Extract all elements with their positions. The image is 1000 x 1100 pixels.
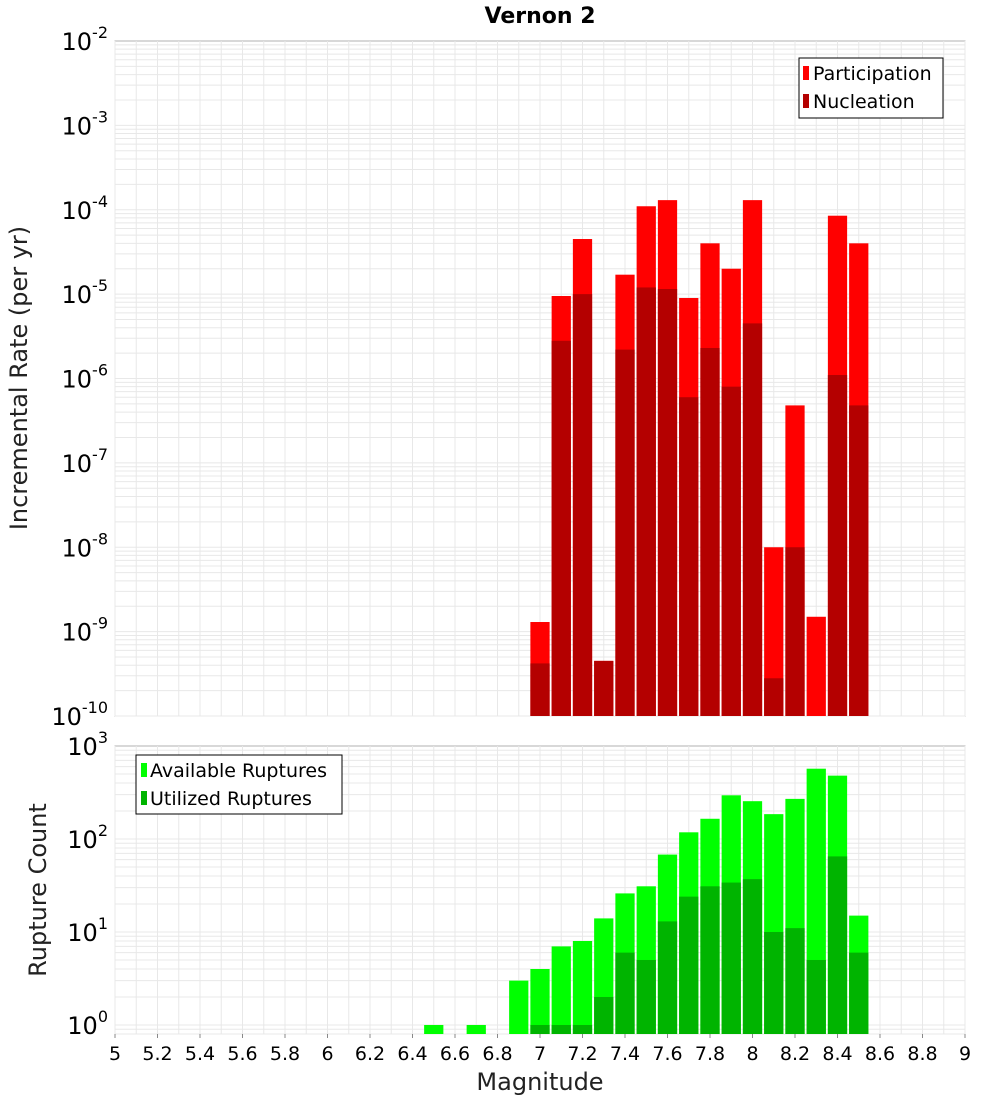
x-tick-label: 7.8 xyxy=(695,1043,725,1065)
rate-bar-participation xyxy=(764,547,784,716)
rate-bar-nucleation xyxy=(551,340,571,716)
y-tick-label: 10-8 xyxy=(62,529,109,562)
x-tick-label: 5 xyxy=(109,1043,121,1065)
x-tick-label: 5.2 xyxy=(142,1043,172,1065)
chart-title: Vernon 2 xyxy=(485,4,596,29)
legend-swatch-available-ruptures xyxy=(141,763,147,777)
x-tick-label: 8.2 xyxy=(780,1043,810,1065)
legend-label-participation: Participation xyxy=(813,63,932,85)
legend-label-available-ruptures: Available Ruptures xyxy=(150,760,327,782)
count-bar-utilized-ruptures xyxy=(827,856,848,1034)
y-tick-label: 103 xyxy=(67,728,108,761)
rate-bar-nucleation xyxy=(764,678,784,716)
count-bar-available-ruptures xyxy=(509,980,529,1034)
bottom-y-axis-title: Rupture Count xyxy=(24,803,52,977)
count-bar-utilized-ruptures xyxy=(785,928,805,1034)
x-tick-label: 7.4 xyxy=(610,1043,640,1065)
count-bar-available-ruptures xyxy=(530,968,550,1034)
x-tick-label: 7 xyxy=(534,1043,546,1065)
x-tick-label: 5.8 xyxy=(270,1043,300,1065)
rate-bar-nucleation xyxy=(849,405,869,716)
count-bar-utilized-ruptures xyxy=(679,896,699,1034)
bottom-panel: 100 101 102 103 5 5.2 5.4 5.6 5.8 6 6.2 6.4 6.6 6.8 7… xyxy=(67,728,971,1065)
x-axis-title: Magnitude xyxy=(476,1068,603,1096)
count-bar-utilized-ruptures xyxy=(530,1024,550,1034)
x-tick-label: 8.8 xyxy=(907,1043,937,1065)
y-tick-label: 10-2 xyxy=(62,23,109,56)
y-tick-label: 10-9 xyxy=(62,614,109,647)
count-bar-utilized-ruptures xyxy=(594,996,614,1034)
rate-bar-nucleation xyxy=(594,660,614,716)
rate-bar-nucleation xyxy=(721,386,741,716)
x-tick-label: 8.6 xyxy=(865,1043,895,1065)
count-bar-utilized-ruptures xyxy=(849,952,869,1034)
count-bar-available-ruptures xyxy=(551,946,571,1034)
count-bar-utilized-ruptures xyxy=(657,921,678,1034)
bottom-bars xyxy=(424,768,869,1034)
y-tick-label: 10-3 xyxy=(62,107,109,140)
top-legend: Participation Nucleation xyxy=(798,57,944,119)
legend-label-nucleation: Nucleation xyxy=(813,91,915,113)
x-tick-label: 8.4 xyxy=(822,1043,852,1065)
rate-bar-nucleation xyxy=(827,375,848,716)
count-bar-utilized-ruptures xyxy=(636,959,656,1034)
count-bar-utilized-ruptures xyxy=(572,1024,593,1034)
x-tick-label: 6.8 xyxy=(482,1043,512,1065)
x-tick-label: 6.2 xyxy=(355,1043,385,1065)
legend-swatch-participation xyxy=(803,66,809,80)
legend-swatch-nucleation xyxy=(803,94,809,108)
count-bar-utilized-ruptures xyxy=(764,931,784,1034)
y-tick-label: 101 xyxy=(67,914,108,947)
count-bar-utilized-ruptures xyxy=(721,882,741,1034)
top-legend-box xyxy=(798,57,944,119)
rate-bar-nucleation xyxy=(785,547,805,716)
rate-bar-nucleation xyxy=(679,397,699,716)
legend-swatch-utilized-ruptures xyxy=(141,791,147,805)
bottom-legend: Available Ruptures Utilized Ruptures xyxy=(135,754,343,815)
y-tick-label: 10-10 xyxy=(51,698,108,731)
y-tick-label: 10-6 xyxy=(62,361,109,394)
x-tick-label: 5.4 xyxy=(185,1043,215,1065)
top-y-axis-title: Incremental Rate (per yr) xyxy=(5,226,33,530)
count-bar-utilized-ruptures xyxy=(806,959,826,1034)
x-tick-label: 6 xyxy=(321,1043,333,1065)
x-tick-label: 8 xyxy=(746,1043,758,1065)
rate-bar-nucleation xyxy=(700,347,720,716)
rate-bar-nucleation xyxy=(657,289,678,716)
count-bar-utilized-ruptures xyxy=(700,886,720,1034)
rate-bar-nucleation xyxy=(742,323,763,716)
count-bar-available-ruptures xyxy=(572,941,593,1034)
count-bar-available-ruptures xyxy=(424,1024,444,1034)
count-bar-available-ruptures xyxy=(466,1024,486,1034)
rate-bar-nucleation xyxy=(530,663,550,716)
top-bars xyxy=(530,200,869,717)
y-tick-label: 10-4 xyxy=(62,192,109,225)
x-tick-label: 7.6 xyxy=(652,1043,682,1065)
y-tick-label: 102 xyxy=(67,821,108,854)
legend-label-utilized-ruptures: Utilized Ruptures xyxy=(150,788,312,810)
y-tick-label: 10-5 xyxy=(62,276,109,309)
x-tick-label: 7.2 xyxy=(567,1043,597,1065)
x-tick-label: 5.6 xyxy=(227,1043,257,1065)
rate-bar-nucleation xyxy=(615,349,635,716)
rate-bar-participation xyxy=(806,616,826,716)
x-tick-label: 6.6 xyxy=(440,1043,470,1065)
count-bar-utilized-ruptures xyxy=(615,952,635,1034)
rate-bar-nucleation xyxy=(572,294,593,716)
x-tick-label: 9 xyxy=(959,1043,971,1065)
x-ticks: 5 5.2 5.4 5.6 5.8 6 6.2 6.4 6.6 6.8 7 7.2 7.4 7.6 7.8 8… xyxy=(109,1034,971,1065)
bottom-legend-box xyxy=(135,754,343,815)
count-bar-utilized-ruptures xyxy=(742,879,763,1034)
x-tick-label: 6.4 xyxy=(397,1043,427,1065)
top-panel: 10-10 10-9 10-8 10-7 10-6 10-5 10-4 10-3 10-2 Pa… xyxy=(51,23,966,731)
bottom-y-ticks: 100 101 102 103 xyxy=(67,728,108,1040)
y-tick-label: 100 xyxy=(67,1007,108,1040)
y-tick-label: 10-7 xyxy=(62,445,109,478)
rate-bar-nucleation xyxy=(636,287,656,716)
top-y-ticks: 10-10 10-9 10-8 10-7 10-6 10-5 10-4 10-3 10-2 xyxy=(51,23,108,731)
count-bar-utilized-ruptures xyxy=(551,1024,571,1034)
